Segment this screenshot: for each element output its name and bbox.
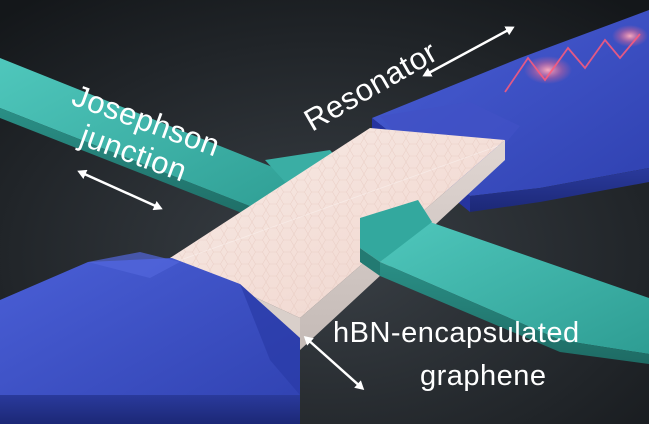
resonator-arrow [422,26,515,77]
hbn-arrow [303,336,365,390]
blue-electrode-front [0,252,300,424]
teal-lead-back [0,58,345,228]
hbn-label-line2: graphene [420,360,547,392]
josephson-arrow [77,169,163,211]
hbn-label-line1: hBN-encapsulated [333,317,580,349]
resonator-glow [504,25,648,93]
teal-lead-front [360,200,649,364]
